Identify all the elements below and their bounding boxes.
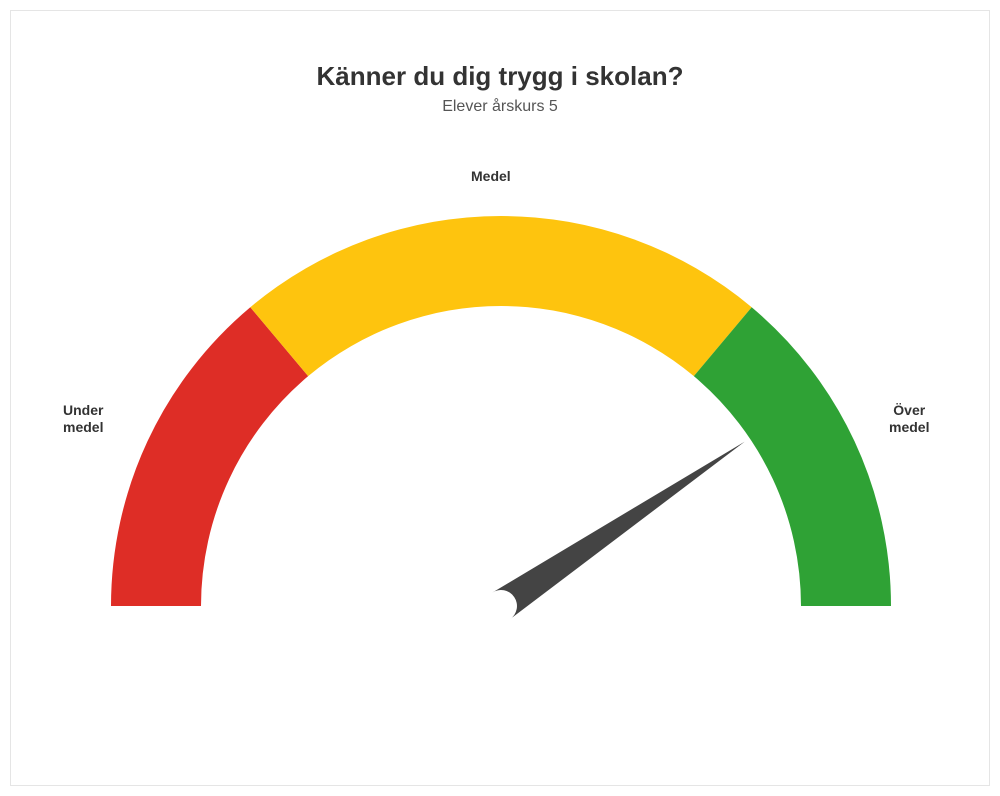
gauge-svg — [11, 136, 991, 696]
gauge-segment — [111, 307, 308, 606]
gauge-container: Under medel Medel Över medel — [11, 136, 989, 736]
chart-subtitle: Elever årskurs 5 — [11, 98, 989, 116]
chart-title: Känner du dig trygg i skolan? — [11, 61, 989, 92]
gauge-segment — [250, 216, 751, 376]
gauge-panel: Känner du dig trygg i skolan? Elever års… — [10, 10, 990, 786]
label-medel: Medel — [471, 168, 511, 185]
label-over-medel: Över medel — [889, 402, 929, 436]
label-under-medel: Under medel — [63, 402, 103, 436]
gauge-needle — [492, 442, 745, 620]
